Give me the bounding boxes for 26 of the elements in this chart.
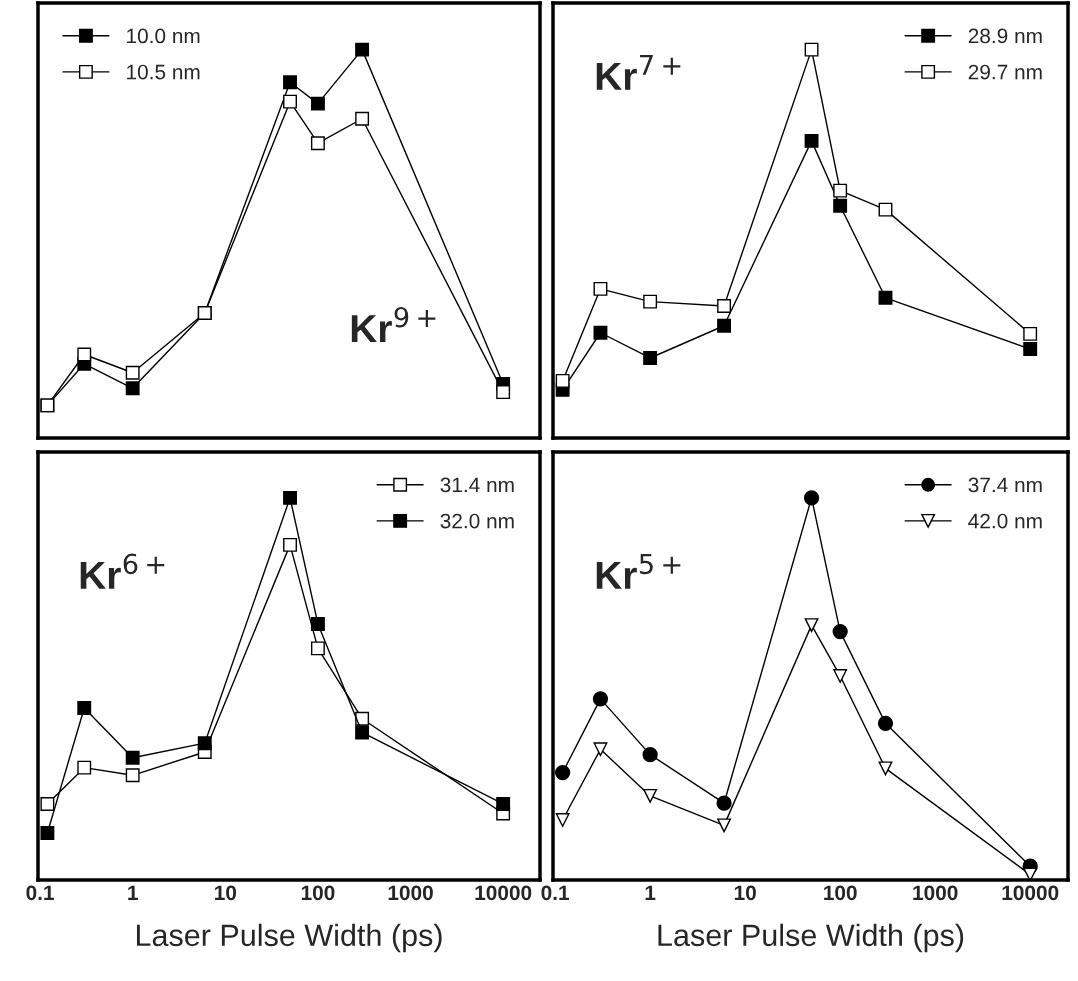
x-tick-label: 1000 xyxy=(913,885,958,901)
legend-label: 32.0 nm xyxy=(440,513,514,529)
x-tick-label: 10 xyxy=(734,885,756,901)
x-tick-label: 1 xyxy=(128,885,138,900)
x-tick-label: 1 xyxy=(645,885,656,900)
legend-label: 31.4 nm xyxy=(440,477,514,493)
legend-label: 28.9 nm xyxy=(968,28,1042,44)
x-tick-label: 100 xyxy=(824,885,857,901)
x-tick-label: 1000 xyxy=(388,885,433,901)
x-tick-label: 0.1 xyxy=(26,885,54,901)
x-tick-label: 0.1 xyxy=(541,885,570,901)
legend-label: 29.7 nm xyxy=(968,64,1042,80)
annotation: Kr$^{5+}$ xyxy=(596,553,681,589)
legend-label: 10.5 nm xyxy=(127,64,200,80)
annotation: Kr$^{6+}$ xyxy=(80,553,165,589)
x-tick-label: 10000 xyxy=(475,885,532,901)
x-axis-title: Laser Pulse Width (ps) xyxy=(136,923,442,953)
x-tick-label: 10 xyxy=(215,885,237,901)
x-tick-label: 10000 xyxy=(1002,885,1059,901)
annotation: Kr$^{9+}$ xyxy=(351,306,436,342)
x-tick-label: 100 xyxy=(301,885,335,901)
legend-label: 42.0 nm xyxy=(968,513,1042,529)
legend-label: 37.4 nm xyxy=(968,477,1042,493)
x-axis-title: Laser Pulse Width (ps) xyxy=(658,923,964,953)
legend-label: 10.0 nm xyxy=(127,28,200,44)
annotation: Kr$^{7+}$ xyxy=(596,55,681,90)
